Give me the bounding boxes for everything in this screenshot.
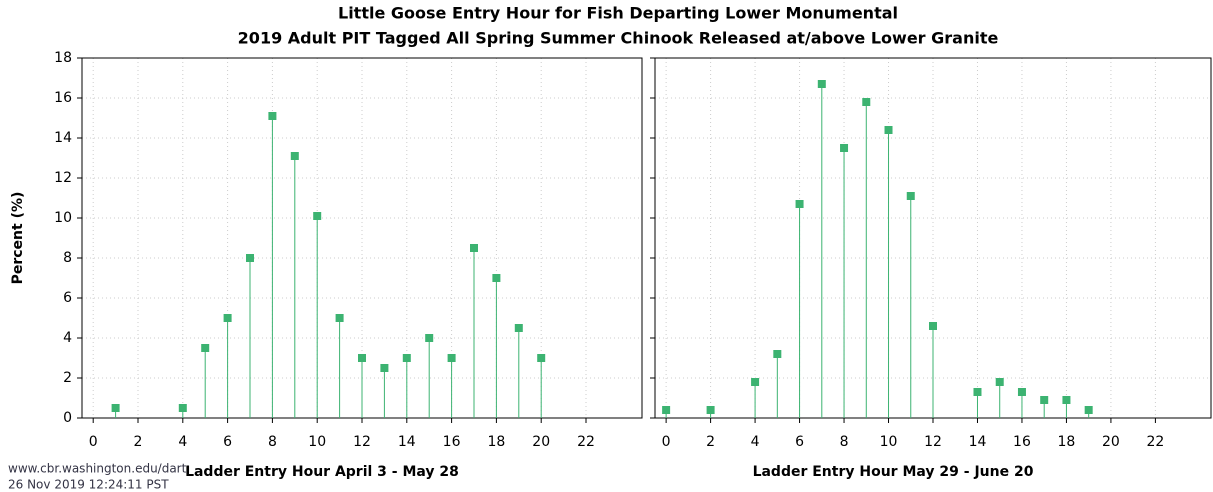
x-tick-label: 10: [880, 434, 898, 450]
y-tick-label: 10: [54, 210, 72, 226]
marker: [1017, 388, 1026, 396]
x-tick-label: 6: [223, 434, 232, 450]
x-tick-label: 2: [134, 434, 143, 450]
marker: [1040, 396, 1049, 404]
marker: [795, 200, 804, 208]
marker: [773, 350, 782, 358]
x-axis-label: Ladder Entry Hour April 3 - May 28: [185, 464, 459, 480]
marker: [537, 354, 546, 362]
y-tick-label: 6: [63, 290, 72, 306]
marker: [470, 244, 478, 252]
x-tick-label: 4: [178, 434, 187, 450]
x-tick-label: 16: [443, 434, 461, 450]
x-tick-label: 20: [532, 434, 550, 450]
marker: [662, 406, 671, 414]
chart-subtitle: 2019 Adult PIT Tagged All Spring Summer …: [238, 29, 999, 48]
marker: [1062, 396, 1071, 404]
y-tick-label: 18: [54, 50, 72, 66]
y-tick-label: 12: [54, 170, 72, 186]
marker: [929, 322, 937, 330]
y-tick-label: 8: [63, 250, 72, 266]
x-tick-label: 14: [969, 434, 987, 450]
x-tick-label: 20: [1102, 434, 1120, 450]
marker: [246, 254, 254, 262]
y-tick-label: 16: [54, 90, 72, 106]
x-tick-label: 12: [353, 434, 371, 450]
x-tick-label: 4: [751, 434, 760, 450]
marker: [178, 404, 187, 412]
marker: [447, 354, 456, 362]
x-tick-label: 0: [89, 434, 98, 450]
x-tick-label: 12: [924, 434, 942, 450]
y-tick-label: 0: [63, 410, 72, 426]
chart-title: Little Goose Entry Hour for Fish Departi…: [338, 4, 898, 23]
marker: [906, 192, 915, 200]
footer-url: www.cbr.washington.edu/dart: [8, 462, 187, 476]
y-tick-label: 14: [54, 130, 72, 146]
marker: [973, 388, 982, 396]
footer-date: 26 Nov 2019 12:24:11 PST: [8, 478, 169, 492]
marker: [335, 314, 344, 322]
marker: [817, 80, 826, 88]
y-tick-label: 4: [63, 330, 72, 346]
marker: [884, 126, 893, 134]
marker: [358, 354, 366, 362]
marker: [402, 354, 411, 362]
y-axis-label: Percent (%): [10, 192, 26, 285]
marker: [492, 274, 501, 282]
x-tick-label: 10: [308, 434, 326, 450]
marker: [751, 378, 760, 386]
marker: [706, 406, 715, 414]
marker: [840, 144, 849, 152]
x-tick-label: 14: [398, 434, 416, 450]
x-tick-label: 8: [840, 434, 849, 450]
marker: [380, 364, 389, 372]
marker: [268, 112, 277, 120]
x-tick-label: 6: [795, 434, 804, 450]
marker: [111, 404, 120, 412]
marker: [201, 344, 210, 352]
x-tick-label: 16: [1013, 434, 1031, 450]
marker: [995, 378, 1004, 386]
marker: [290, 152, 299, 160]
marker: [1084, 406, 1093, 414]
marker: [425, 334, 434, 342]
x-tick-label: 22: [1146, 434, 1164, 450]
marker: [313, 212, 322, 220]
x-tick-label: 18: [487, 434, 505, 450]
x-tick-label: 2: [706, 434, 715, 450]
y-tick-label: 2: [63, 370, 72, 386]
x-tick-label: 0: [662, 434, 671, 450]
x-axis-label: Ladder Entry Hour May 29 - June 20: [753, 464, 1034, 480]
marker: [514, 324, 523, 332]
x-tick-label: 8: [268, 434, 277, 450]
marker: [862, 98, 871, 106]
x-tick-label: 22: [577, 434, 595, 450]
marker: [223, 314, 232, 322]
x-tick-label: 18: [1058, 434, 1076, 450]
